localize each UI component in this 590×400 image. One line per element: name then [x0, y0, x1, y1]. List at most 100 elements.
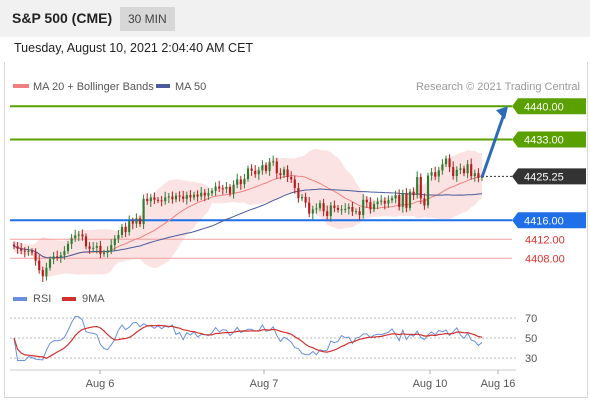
candle — [81, 229, 84, 241]
candle — [333, 200, 336, 213]
candle — [398, 189, 401, 211]
candle-body — [110, 244, 113, 251]
candle-body — [354, 211, 358, 213]
candle — [221, 184, 224, 195]
candle — [214, 182, 217, 196]
forecast-arrow — [480, 106, 508, 178]
candle-body — [340, 209, 343, 211]
ma50-line — [13, 188, 483, 259]
candle-body — [372, 204, 376, 210]
candle-body — [41, 270, 44, 277]
candle — [84, 233, 88, 250]
candle-body — [473, 173, 476, 177]
candle-body — [167, 196, 170, 198]
candle — [20, 243, 23, 255]
candle-body — [70, 238, 73, 244]
candle-body — [77, 234, 80, 236]
candle — [444, 155, 448, 168]
candle — [182, 190, 185, 203]
candle — [459, 163, 462, 175]
candle-body — [232, 184, 235, 194]
candle — [340, 205, 343, 215]
x-tick-label: Aug 6 — [86, 378, 115, 390]
candle-body — [192, 194, 196, 198]
candle-body — [448, 158, 451, 168]
candle-body — [398, 195, 401, 207]
candle — [470, 158, 473, 180]
rsi-level-label: 50 — [525, 333, 537, 345]
level-label-support: 4408.00 — [525, 253, 565, 265]
candle — [423, 193, 426, 210]
copyright: Research © 2021 Trading Central — [416, 81, 580, 93]
candle — [128, 215, 131, 236]
candle — [279, 168, 282, 180]
candle-body — [257, 170, 260, 175]
candle — [149, 193, 152, 207]
timeframe-badge[interactable]: 30 MIN — [120, 7, 175, 31]
ma20-legend-swatch — [13, 84, 29, 88]
candle — [117, 229, 120, 244]
timestamp: Tuesday, August 10, 2021 2:04:40 AM CET — [14, 41, 254, 55]
candle-body — [401, 193, 404, 207]
candle — [372, 201, 376, 213]
candle-body — [99, 245, 102, 254]
candle — [315, 203, 318, 214]
candle — [99, 240, 102, 259]
candle — [156, 196, 160, 204]
candle-body — [390, 198, 394, 201]
candle — [264, 162, 268, 174]
candle — [160, 196, 163, 207]
x-tick-label: Aug 7 — [250, 378, 279, 390]
candle — [358, 206, 361, 221]
candle — [466, 159, 469, 179]
candle — [120, 224, 124, 238]
candle-body — [362, 199, 365, 216]
candle — [228, 184, 232, 197]
candle-body — [59, 255, 62, 258]
candle-body — [146, 198, 149, 202]
candle — [344, 203, 347, 213]
candle — [351, 201, 354, 216]
candle — [95, 242, 98, 254]
candle — [174, 192, 178, 203]
candle — [369, 197, 372, 214]
candle-body — [318, 203, 322, 209]
candle-body — [174, 195, 178, 200]
candle — [290, 171, 293, 183]
candle — [27, 246, 30, 256]
candle-body — [300, 196, 304, 199]
candle-body — [452, 167, 455, 177]
candle-body — [455, 169, 458, 177]
candle — [426, 172, 430, 209]
candle-body — [246, 168, 250, 179]
x-axis: Aug 6 Aug 7 Aug 10 Aug 16 — [10, 369, 516, 390]
candle — [437, 166, 440, 183]
candle — [455, 166, 458, 182]
candle — [354, 208, 358, 215]
candle — [52, 252, 55, 265]
candlesticks — [12, 154, 484, 282]
candle — [113, 235, 116, 251]
candle-body — [423, 198, 426, 206]
candle — [473, 169, 476, 182]
candle — [311, 205, 314, 220]
rsi-panel: 70 50 30 — [10, 313, 537, 365]
candle — [239, 175, 242, 190]
candle — [448, 154, 451, 173]
candle — [318, 200, 322, 212]
candle-body — [38, 260, 41, 271]
candle — [380, 195, 383, 206]
candle-body — [365, 199, 368, 203]
candle-body — [153, 197, 156, 200]
candle-body — [117, 234, 120, 239]
candle — [106, 246, 109, 258]
forecast-arrow-head — [496, 106, 508, 120]
candle — [336, 205, 340, 213]
candle-body — [160, 200, 163, 202]
candle — [92, 242, 95, 253]
candle — [408, 188, 412, 211]
candle — [300, 194, 304, 202]
candle-body — [416, 177, 419, 196]
candle-body — [444, 158, 448, 165]
candle — [153, 192, 156, 205]
